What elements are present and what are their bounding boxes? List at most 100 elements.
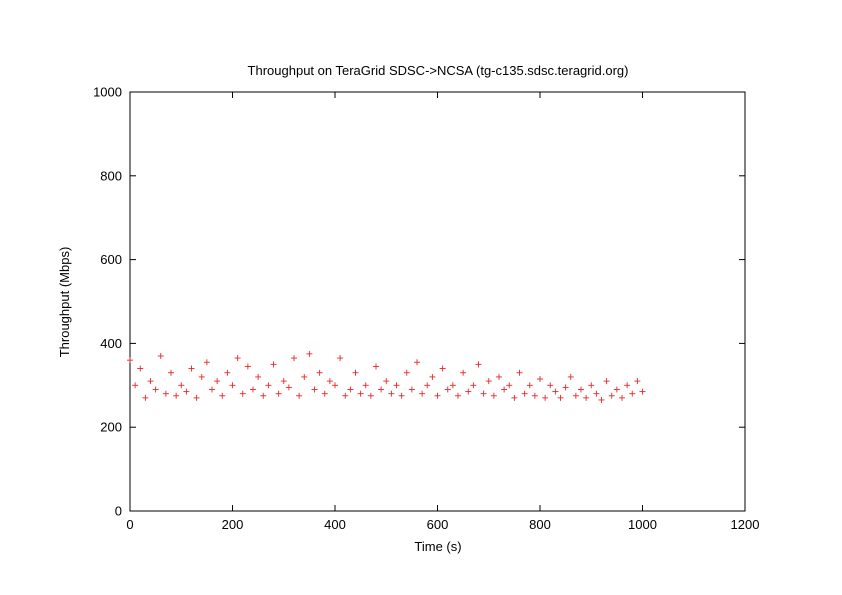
data-point bbox=[475, 361, 482, 368]
data-point bbox=[193, 394, 200, 401]
data-point bbox=[608, 392, 615, 399]
data-point bbox=[470, 382, 477, 389]
data-point bbox=[285, 384, 292, 391]
data-point bbox=[162, 390, 169, 397]
y-tick-label: 400 bbox=[100, 336, 122, 351]
data-point bbox=[408, 386, 415, 393]
data-point bbox=[326, 378, 333, 385]
x-axis: 0 200 400 600 800 1000 1200 bbox=[126, 92, 759, 532]
data-point bbox=[572, 392, 579, 399]
data-point bbox=[506, 382, 513, 389]
data-point bbox=[362, 382, 369, 389]
data-point bbox=[367, 392, 374, 399]
data-point bbox=[265, 382, 272, 389]
data-point bbox=[465, 388, 472, 395]
data-point bbox=[234, 355, 241, 362]
data-point bbox=[219, 392, 226, 399]
y-tick-label: 1000 bbox=[93, 85, 122, 100]
data-point bbox=[229, 382, 236, 389]
data-point bbox=[414, 359, 420, 366]
y-tick-label: 0 bbox=[115, 504, 122, 519]
data-point bbox=[547, 382, 554, 389]
data-point bbox=[178, 382, 185, 389]
data-point bbox=[444, 386, 451, 393]
data-point bbox=[393, 382, 400, 389]
data-point bbox=[588, 382, 595, 389]
data-point bbox=[357, 390, 364, 397]
data-point bbox=[403, 369, 410, 376]
data-point bbox=[244, 363, 251, 370]
x-tick-label: 1200 bbox=[731, 517, 760, 532]
data-point bbox=[460, 369, 467, 376]
data-point bbox=[542, 394, 549, 401]
data-point bbox=[137, 365, 144, 372]
y-tick-label: 600 bbox=[100, 252, 122, 267]
x-tick-label: 400 bbox=[324, 517, 346, 532]
data-point bbox=[383, 378, 390, 385]
data-point bbox=[188, 365, 195, 372]
data-point bbox=[557, 394, 564, 401]
data-point bbox=[147, 378, 154, 385]
data-point bbox=[311, 386, 318, 393]
data-point bbox=[321, 390, 328, 397]
data-point bbox=[373, 363, 379, 370]
data-point bbox=[537, 376, 543, 383]
data-point bbox=[496, 373, 502, 380]
data-point bbox=[490, 392, 497, 399]
data-point bbox=[419, 390, 426, 397]
x-tick-label: 800 bbox=[529, 517, 551, 532]
data-point bbox=[280, 378, 287, 385]
data-point bbox=[306, 350, 313, 357]
x-tick-label: 600 bbox=[427, 517, 449, 532]
data-point bbox=[209, 386, 215, 393]
data-point bbox=[316, 369, 323, 376]
data-point bbox=[629, 390, 636, 397]
data-point bbox=[332, 382, 338, 389]
data-point bbox=[439, 365, 446, 372]
data-point bbox=[583, 394, 590, 401]
data-point bbox=[526, 382, 533, 389]
y-axis-label: Throughput (Mbps) bbox=[57, 247, 72, 358]
y-tick-label: 200 bbox=[100, 420, 122, 435]
data-point bbox=[567, 373, 574, 380]
data-point bbox=[378, 386, 385, 393]
data-point bbox=[173, 392, 180, 399]
chart-title: Throughput on TeraGrid SDSC->NCSA (tg-c1… bbox=[248, 63, 629, 78]
data-point bbox=[639, 388, 646, 395]
data-point bbox=[255, 373, 262, 380]
data-point bbox=[624, 382, 631, 389]
data-point bbox=[449, 382, 456, 389]
data-point bbox=[168, 369, 174, 376]
data-point bbox=[521, 390, 528, 397]
data-point bbox=[578, 386, 584, 393]
data-point bbox=[511, 394, 518, 401]
data-point bbox=[485, 378, 492, 385]
data-point bbox=[352, 369, 359, 376]
data-point bbox=[619, 394, 625, 401]
data-point bbox=[613, 386, 620, 393]
data-point bbox=[198, 373, 205, 380]
data-point bbox=[239, 390, 246, 397]
data-point bbox=[388, 390, 395, 397]
data-point bbox=[593, 390, 600, 397]
data-point bbox=[342, 392, 349, 399]
data-point bbox=[260, 392, 267, 399]
y-axis: 0 200 400 600 800 1000 bbox=[93, 85, 745, 519]
data-point bbox=[552, 388, 559, 395]
data-point bbox=[434, 392, 441, 399]
y-tick-label: 800 bbox=[100, 168, 122, 183]
data-point bbox=[337, 355, 344, 362]
data-point bbox=[224, 369, 231, 376]
plot-frame bbox=[129, 91, 746, 512]
data-point bbox=[531, 392, 538, 399]
data-point bbox=[347, 386, 354, 393]
data-point bbox=[598, 396, 605, 403]
data-points bbox=[127, 350, 646, 403]
data-point bbox=[501, 386, 508, 393]
data-point bbox=[157, 352, 164, 359]
x-tick-label: 200 bbox=[222, 517, 244, 532]
data-point bbox=[516, 369, 523, 376]
data-point bbox=[250, 386, 256, 393]
data-point bbox=[214, 378, 221, 385]
